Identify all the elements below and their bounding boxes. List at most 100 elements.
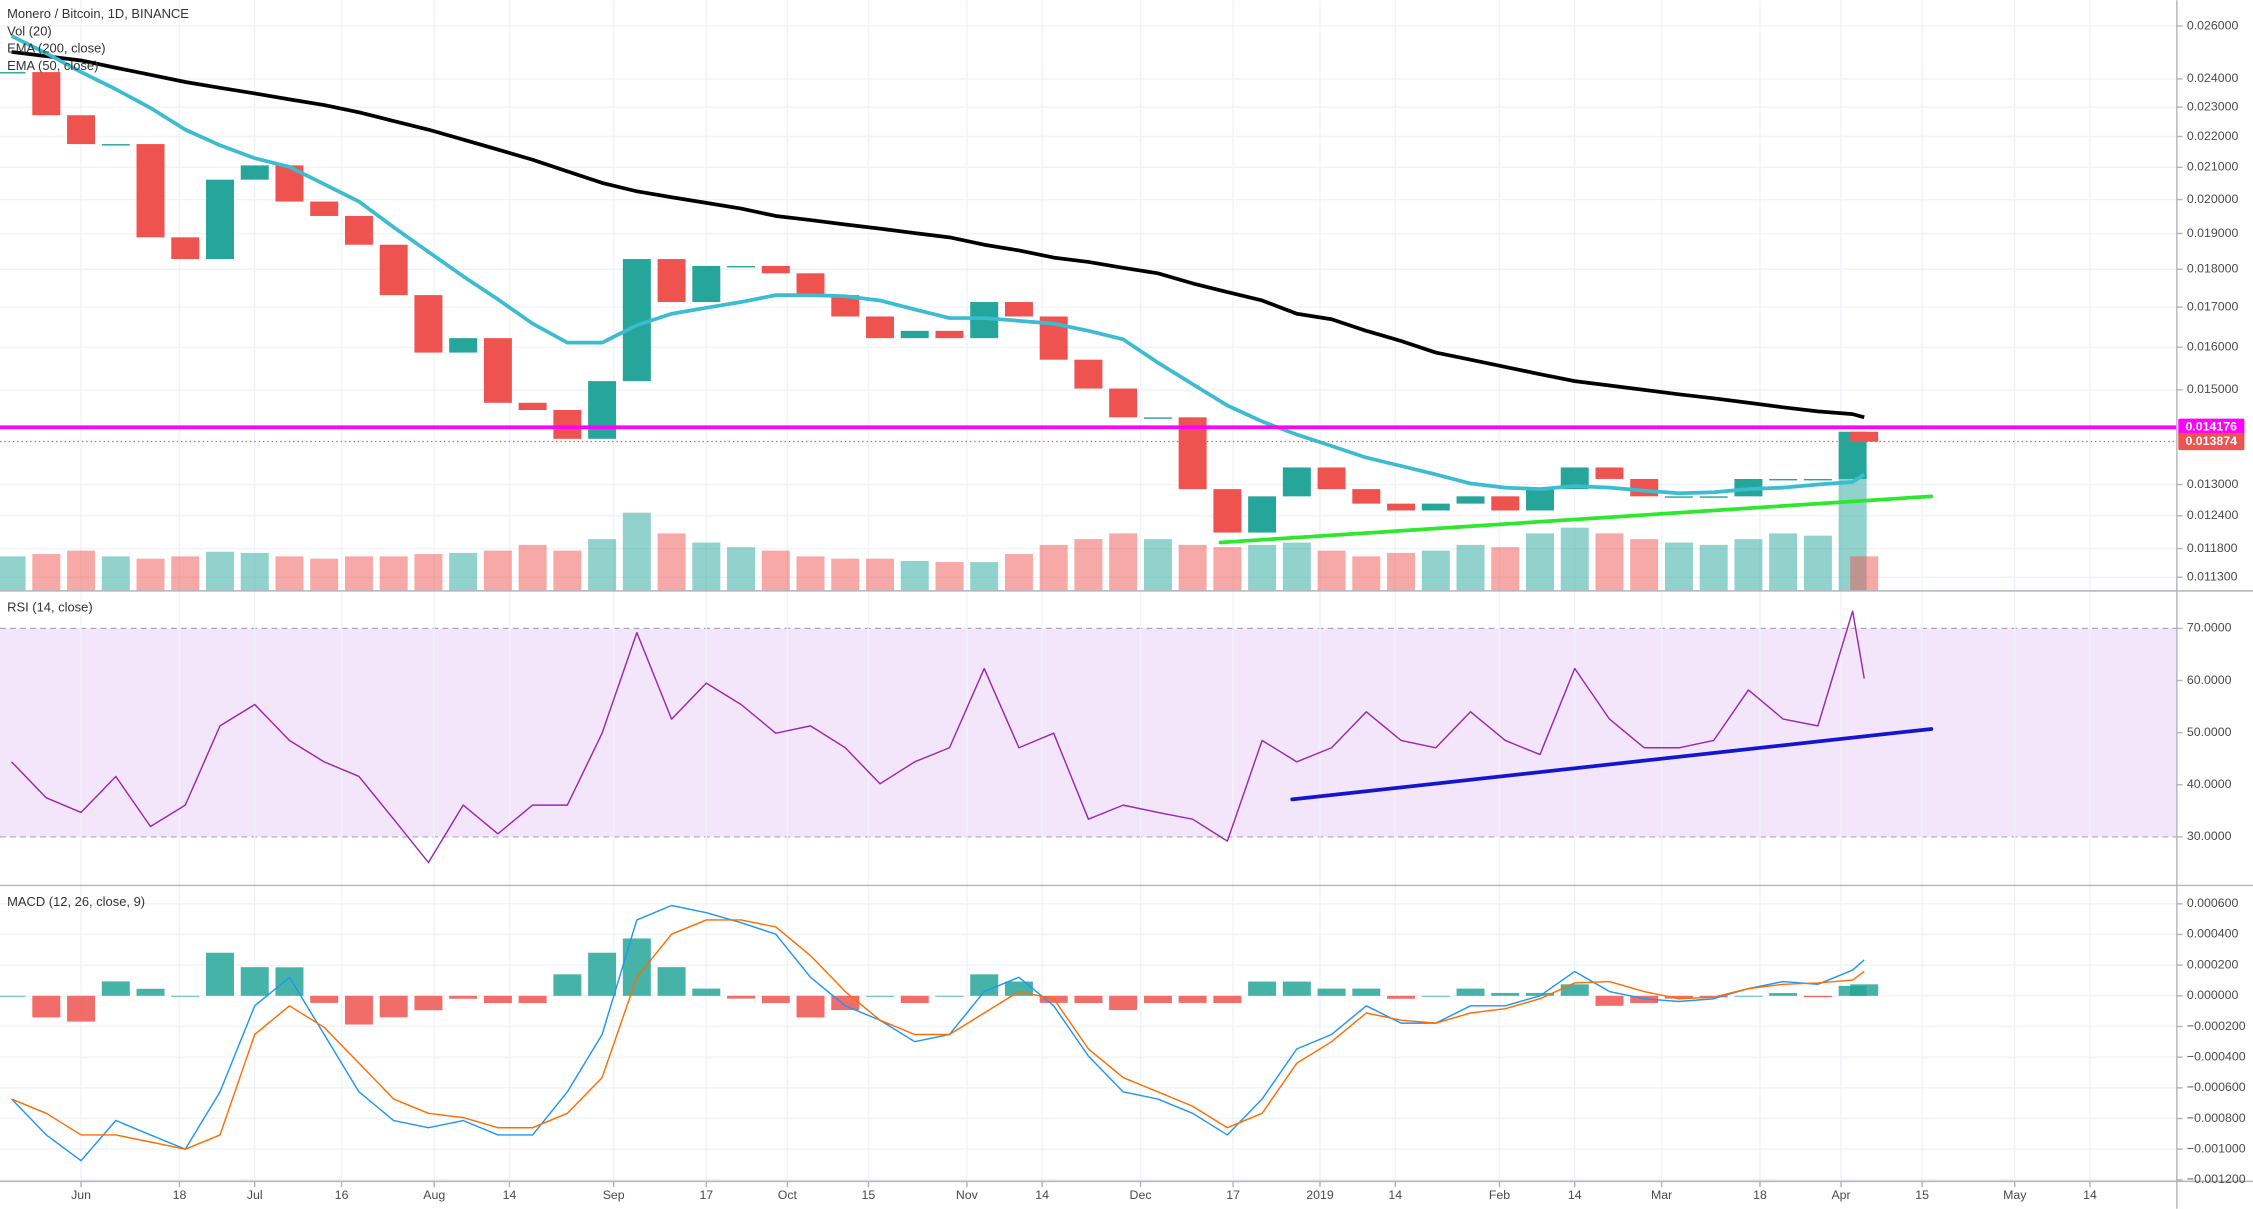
- macd-histogram-bar: [1421, 995, 1450, 997]
- volume-bar: [970, 562, 999, 591]
- volume-bar: [1109, 533, 1138, 591]
- volume-bar: [1560, 527, 1589, 591]
- volume-bar: [1213, 547, 1242, 591]
- price-candle: [1630, 478, 1659, 497]
- volume-bar: [1456, 544, 1485, 591]
- price-tag-label: 0.013874: [2185, 434, 2237, 448]
- macd-histogram-bar: [1595, 995, 1624, 1006]
- volume-bar: [414, 554, 443, 591]
- price-candle: [1595, 467, 1624, 479]
- volume-bar: [449, 552, 478, 591]
- price-candle: [1803, 478, 1832, 481]
- x-tick-label: 14: [1035, 1188, 1049, 1202]
- price-candle: [1526, 489, 1554, 511]
- price-candle: [1282, 467, 1311, 497]
- price-candle: [1004, 302, 1033, 317]
- macd-histogram-bar: [796, 995, 825, 1018]
- price-candle: [206, 179, 234, 260]
- macd-histogram-bar: [1317, 988, 1346, 996]
- price-candle: [32, 72, 61, 116]
- y-tick-label: 0.021000: [2187, 160, 2239, 174]
- price-candle: [1143, 417, 1172, 419]
- macd-histogram-bar: [483, 995, 512, 1004]
- volume-bar: [240, 552, 269, 591]
- labels: Monero / Bitcoin, 1D, BINANCE Vol (20) E…: [7, 6, 2246, 1202]
- volume-bar: [379, 556, 408, 591]
- y-tick-label: 0.011800: [2187, 541, 2238, 555]
- volume-bar: [1664, 542, 1693, 591]
- price-candle: [344, 215, 373, 245]
- x-tick-label: May: [2003, 1188, 2027, 1202]
- macd-histogram-bar: [32, 995, 61, 1018]
- volume-bar: [1143, 539, 1172, 591]
- moving-average-line: [10, 34, 1866, 496]
- volume-bar: [0, 556, 26, 591]
- volume-bar: [935, 562, 964, 591]
- volume-bar: [1421, 550, 1450, 591]
- price-candle: [1109, 388, 1138, 418]
- price-candle: [866, 316, 894, 339]
- price-candle: [831, 295, 860, 317]
- x-tick-label: Feb: [1489, 1188, 1510, 1202]
- y-tick-label: 0.020000: [2187, 192, 2239, 206]
- price-candle: [1560, 467, 1589, 490]
- y-tick-label: −0.000600: [2187, 1080, 2246, 1094]
- volume-bar: [553, 550, 582, 591]
- price-candle: [0, 72, 26, 74]
- legend-entry: Vol (20): [7, 23, 52, 38]
- volume-bar: [1074, 539, 1103, 591]
- macd-histogram-bar: [206, 952, 234, 996]
- indicator-line: [11, 610, 1865, 864]
- macd-histogram-bar: [67, 995, 96, 1022]
- x-tick-label: Oct: [778, 1188, 798, 1202]
- y-tick-label: 0.000000: [2187, 988, 2239, 1002]
- macd-histogram-bar: [171, 995, 200, 997]
- x-tick-label: 14: [503, 1188, 517, 1202]
- x-tick-label: 16: [335, 1188, 349, 1202]
- indicator-line: [11, 919, 1865, 1150]
- macd-histogram-bar: [1734, 995, 1763, 997]
- price-candle: [1421, 503, 1450, 511]
- y-tick-label: 0.019000: [2187, 226, 2239, 240]
- price-candle: [449, 338, 478, 353]
- y-tick-label: 0.023000: [2187, 99, 2239, 113]
- rsi-band: [0, 628, 2177, 837]
- y-tick-label: 0.015000: [2187, 382, 2239, 396]
- x-tick-label: Nov: [956, 1188, 979, 1202]
- trend-line: [1218, 494, 1934, 545]
- x-tick-label: Apr: [1831, 1188, 1850, 1202]
- macd-histogram-bar: [1491, 992, 1520, 996]
- x-tick-label: Jun: [71, 1188, 91, 1202]
- macd-histogram-bar: [1526, 992, 1554, 996]
- legend-entry: EMA (50, close): [7, 58, 98, 73]
- y-tick-label: 0.012400: [2187, 508, 2239, 522]
- macd-histogram-bar: [935, 995, 964, 997]
- price-candle: [171, 237, 200, 260]
- price-tag: [2178, 432, 2245, 451]
- volume-bar: [1387, 552, 1416, 591]
- macd-histogram-bar: [310, 995, 339, 1003]
- macd-histogram-bar: [136, 988, 165, 996]
- volume-bar: [171, 556, 200, 591]
- price-candle: [588, 381, 617, 439]
- price-candle: [935, 330, 964, 339]
- x-tick-label: Mar: [1651, 1188, 1672, 1202]
- x-tick-label: 17: [1226, 1188, 1240, 1202]
- volume-bar: [1595, 533, 1624, 591]
- volume-bar: [1352, 556, 1381, 591]
- volume-bar: [1850, 556, 1879, 591]
- volume-bar: [136, 558, 165, 591]
- lines: [0, 34, 2177, 1162]
- macd-histogram-bar: [1387, 995, 1416, 999]
- macd-histogram-bar: [1352, 988, 1381, 996]
- macd-histogram-bar: [553, 974, 582, 996]
- price-candle: [796, 273, 825, 296]
- price-candle: [379, 244, 408, 296]
- macd-histogram-bar: [379, 995, 408, 1018]
- price-candle: [518, 402, 547, 411]
- price-candle: [692, 265, 721, 303]
- y-tick-label: 0.017000: [2187, 299, 2239, 313]
- volume-bar: [1491, 547, 1520, 591]
- price-candle: [1664, 496, 1693, 498]
